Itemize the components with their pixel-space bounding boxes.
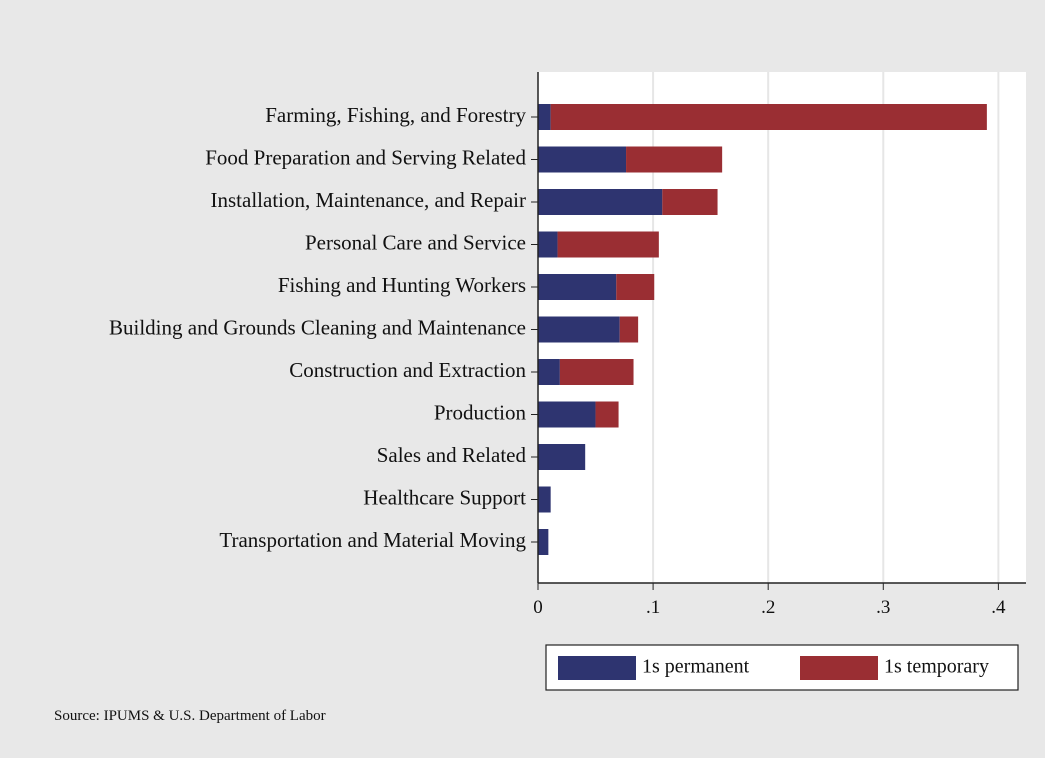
y-tick-label: Building and Grounds Cleaning and Mainte… [109, 315, 526, 339]
bar-segment [619, 316, 639, 343]
source-note: Source: IPUMS & U.S. Department of Labor [54, 708, 326, 724]
y-tick-label: Fishing and Hunting Workers [278, 273, 526, 297]
legend-label: 1s permanent [642, 656, 750, 678]
bar-segment [550, 104, 987, 130]
y-tick-label: Construction and Extraction [289, 358, 526, 382]
bar-segment [538, 359, 560, 385]
bar-segment [662, 189, 718, 215]
y-tick-label: Farming, Fishing, and Forestry [265, 103, 526, 127]
y-tick-label: Healthcare Support [363, 485, 526, 509]
bar-segment [559, 359, 634, 385]
bar-segment [538, 316, 620, 343]
y-tick-label: Food Preparation and Serving Related [205, 145, 526, 169]
y-tick-label: Personal Care and Service [305, 230, 526, 254]
x-tick-label: 0 [533, 597, 543, 618]
x-tick-label: .4 [991, 597, 1006, 618]
bar-segment [538, 444, 586, 470]
x-tick-label: .3 [876, 597, 890, 618]
bar-segment [538, 401, 596, 428]
legend-swatch [800, 656, 878, 680]
bar-segment [595, 401, 619, 428]
x-tick-label: .2 [761, 597, 775, 618]
bar-segment [538, 189, 663, 215]
bar-segment [616, 274, 655, 300]
y-tick-label: Sales and Related [377, 443, 527, 467]
legend-label: 1s temporary [884, 656, 989, 678]
bar-segment [538, 529, 549, 555]
bar-segment [538, 104, 551, 130]
bar-segment [557, 231, 659, 258]
y-tick-label: Transportation and Material Moving [219, 528, 526, 552]
bar-segment [538, 486, 551, 513]
bar-segment [538, 146, 627, 173]
y-tick-label: Production [434, 400, 527, 424]
bar-segment [538, 231, 558, 258]
x-tick-label: .1 [646, 597, 660, 618]
bar-segment [538, 274, 617, 300]
y-tick-label: Installation, Maintenance, and Repair [211, 188, 526, 212]
bar-segment [626, 146, 723, 173]
legend-swatch [558, 656, 636, 680]
